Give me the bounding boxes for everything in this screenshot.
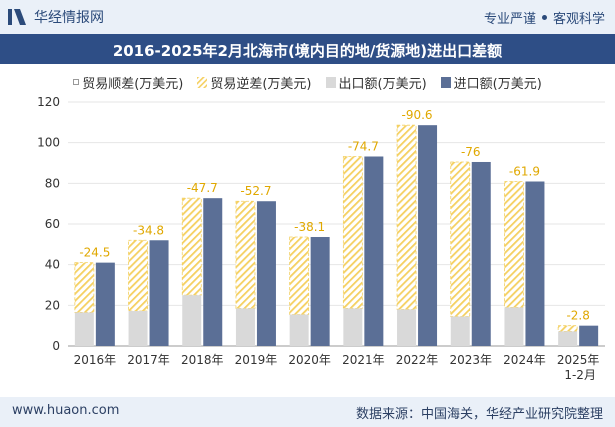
- export-bar: [128, 311, 148, 346]
- footer-source: 数据来源：中国海关，华经产业研究院整理: [355, 407, 603, 422]
- export-bar: [74, 312, 94, 346]
- export-bar: [235, 308, 255, 346]
- import-bar: [95, 262, 115, 346]
- deficit-bar: [342, 156, 363, 309]
- deficit-bar: [74, 262, 95, 313]
- import-bar: [203, 198, 223, 346]
- bar-chart: 0 20 40 60 80 100 120 -24.5 2016年 -34.8 2017年 -47.7…: [37, 95, 605, 382]
- deficit-bar: [181, 197, 202, 296]
- legend: 贸易顺差(万美元) 贸易逆差(万美元) 出口额(万美元) 进口额(万美元): [0, 72, 615, 92]
- x-tick-label: 2023年: [449, 353, 492, 367]
- import-bar: [364, 156, 384, 346]
- x-tick-label: 2022年: [396, 353, 439, 367]
- export-bar: [289, 314, 309, 346]
- legend-label-export: 出口额(万美元): [338, 76, 427, 92]
- legend-swatch-export: [325, 76, 336, 88]
- deficit-label: -24.5: [79, 246, 110, 260]
- import-bar: [579, 325, 599, 346]
- chart-title: 2016-2025年2月北海市(境内目的地/货源地)进出口差额: [112, 42, 503, 60]
- import-bar: [525, 181, 545, 346]
- export-bar: [343, 308, 363, 346]
- y-tick-label: 0: [52, 339, 60, 353]
- deficit-bar: [235, 200, 256, 309]
- export-bar: [397, 309, 417, 346]
- x-tick-label: 2025年: [557, 353, 600, 367]
- deficit-bar: [289, 236, 310, 315]
- deficit-bar: [450, 161, 471, 317]
- deficit-label: -90.6: [402, 108, 433, 122]
- title-bar: 2016-2025年2月北海市(境内目的地/货源地)进出口差额: [0, 34, 615, 64]
- import-bar: [418, 125, 438, 347]
- deficit-label: -74.7: [348, 139, 379, 153]
- deficit-bar: [557, 325, 578, 332]
- top-bar: 华经情报网 专业严谨 客观科学: [0, 0, 615, 34]
- import-bar: [471, 161, 491, 346]
- deficit-label: -76: [461, 145, 481, 159]
- y-tick-label: 60: [45, 217, 60, 231]
- legend-label-surplus: 贸易顺差(万美元): [82, 76, 184, 92]
- deficit-label: -52.7: [240, 184, 271, 198]
- slogan-right: 客观科学: [552, 12, 605, 27]
- x-tick-label: 1-2月: [564, 368, 596, 382]
- import-bar: [310, 237, 330, 346]
- x-tick-label: 2018年: [181, 353, 224, 367]
- legend-swatch-surplus: [73, 79, 80, 85]
- x-tick-label: 2019年: [235, 353, 278, 367]
- deficit-bar: [396, 124, 417, 310]
- y-tick-label: 40: [45, 258, 60, 272]
- legend-label-deficit: 贸易逆差(万美元): [210, 76, 312, 92]
- y-tick-label: 80: [45, 176, 60, 190]
- deficit-bar: [128, 239, 148, 312]
- y-tick-label: 120: [37, 95, 60, 109]
- deficit-label: -34.8: [133, 223, 164, 237]
- export-bar: [504, 307, 524, 346]
- x-tick-label: 2016年: [74, 353, 117, 367]
- legend-item-import: 进口额(万美元): [440, 72, 542, 92]
- deficit-label: -2.8: [566, 309, 589, 323]
- import-bar: [149, 240, 169, 346]
- slogan-dot: [541, 15, 547, 20]
- footer-url: www.huaon.com: [12, 403, 120, 418]
- deficit-label: -61.9: [509, 165, 540, 179]
- export-bar: [182, 295, 202, 346]
- legend-item-export: 出口额(万美元): [325, 72, 427, 92]
- legend-label-import: 进口额(万美元): [453, 76, 542, 92]
- footer: www.huaon.com 数据来源：中国海关，华经产业研究院整理: [0, 397, 615, 427]
- import-bar: [256, 201, 276, 346]
- legend-item-surplus: 贸易顺差(万美元): [73, 72, 183, 92]
- export-bar: [450, 316, 470, 346]
- legend-swatch-deficit: [197, 76, 208, 88]
- slogan-left: 专业严谨: [483, 12, 536, 27]
- y-tick-label: 20: [45, 298, 60, 312]
- slogan: 专业严谨 客观科学: [484, 8, 605, 27]
- legend-item-deficit: 贸易逆差(万美元): [197, 72, 312, 92]
- deficit-bar: [504, 181, 524, 308]
- logo-icon: [8, 9, 26, 25]
- deficit-label: -47.7: [187, 181, 218, 195]
- x-tick-label: 2020年: [288, 353, 331, 367]
- x-tick-label: 2017年: [127, 353, 170, 367]
- x-tick-label: 2021年: [342, 353, 385, 367]
- x-tick-label: 2024年: [503, 353, 546, 367]
- brand-name: 华经情报网: [34, 10, 104, 26]
- export-bar: [558, 331, 578, 346]
- y-tick-label: 100: [37, 136, 60, 150]
- deficit-label: -38.1: [294, 220, 325, 234]
- legend-swatch-import: [440, 76, 451, 88]
